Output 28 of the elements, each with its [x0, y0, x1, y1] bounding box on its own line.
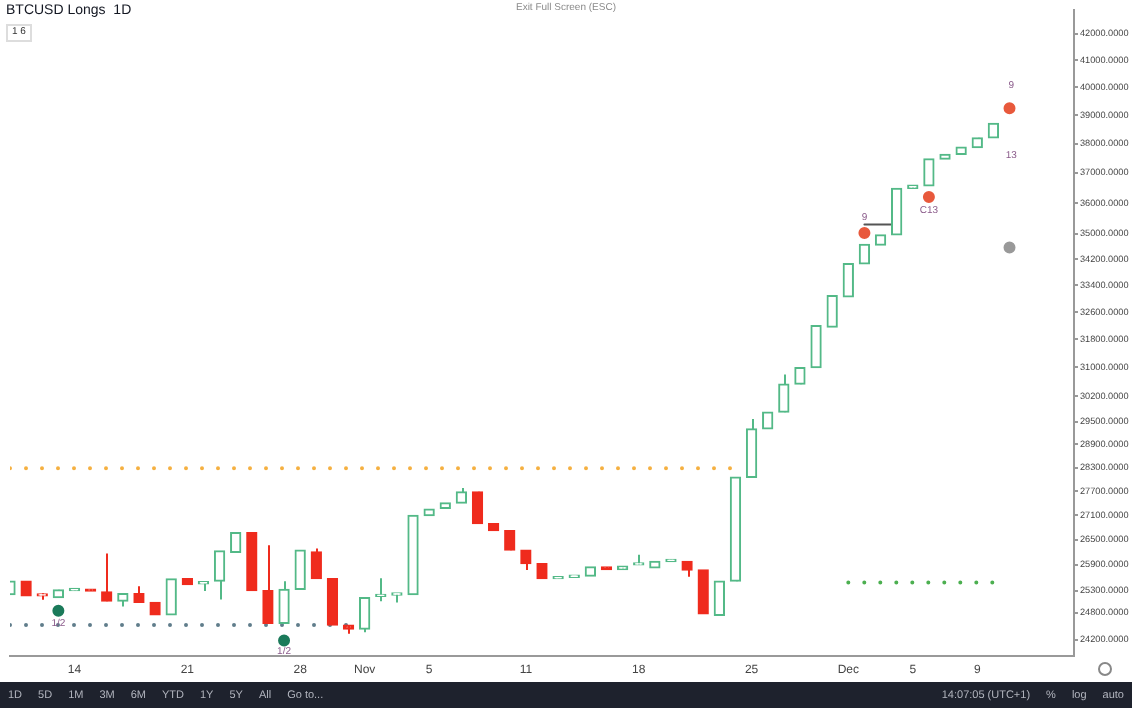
candlestick: [697, 569, 709, 615]
candlestick: [230, 532, 242, 553]
point: [278, 634, 291, 647]
candlestick: [810, 324, 822, 369]
candlestick: [745, 417, 758, 479]
point: [1003, 241, 1016, 254]
candlestick: [326, 577, 339, 626]
candlestick: [101, 552, 113, 603]
candlestick: [278, 580, 290, 625]
candlestick: [778, 373, 790, 414]
candlestick: [842, 262, 854, 298]
point: [858, 227, 871, 240]
candlestick: [471, 490, 484, 525]
candlestick: [826, 294, 838, 328]
candlestick: [713, 580, 725, 616]
candlestick: [310, 547, 322, 580]
point: [52, 604, 65, 617]
candlestick: [520, 549, 532, 572]
candlestick: [262, 544, 274, 625]
candlestick: [359, 596, 371, 634]
point: [922, 190, 935, 203]
candlestick: [923, 158, 935, 187]
candlestick: [891, 187, 903, 236]
candlestick: [165, 578, 177, 616]
point: [1003, 102, 1016, 115]
candlestick: [294, 549, 306, 591]
candlestick: [213, 549, 226, 601]
candlestick: [858, 243, 871, 265]
